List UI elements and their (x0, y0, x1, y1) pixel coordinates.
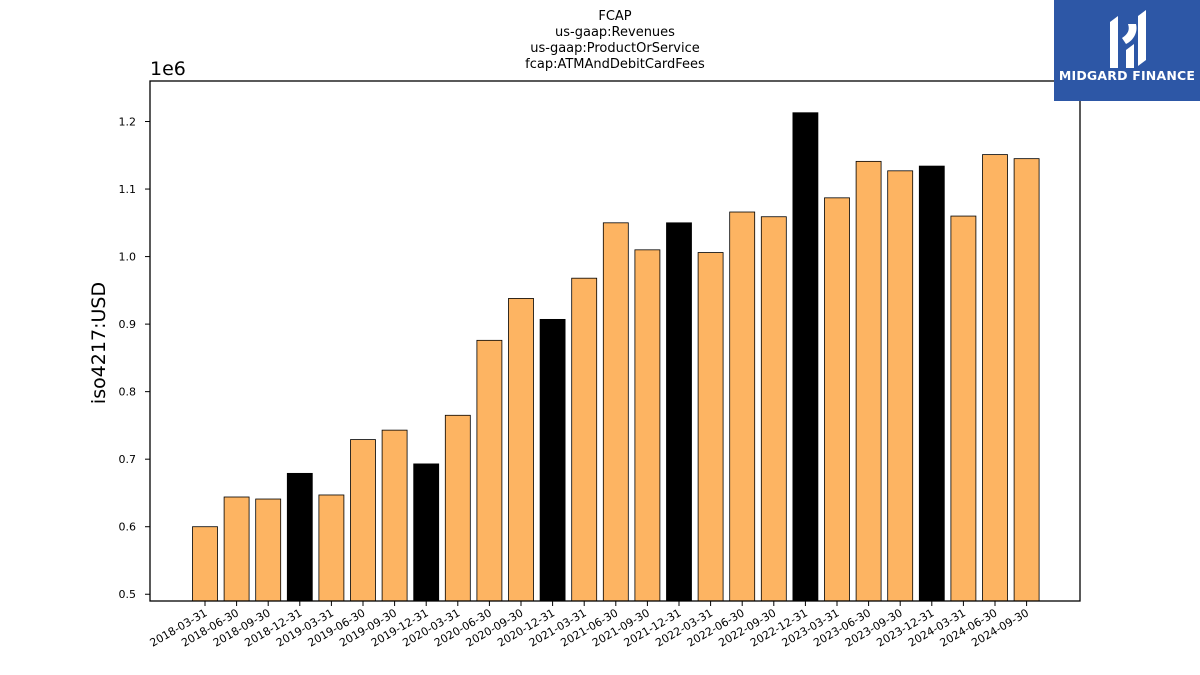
chart-title: FCAP us-gaap:Revenues us-gaap:ProductOrS… (525, 9, 705, 72)
chart-title-line-3: us-gaap:ProductOrService (530, 41, 700, 56)
bar-2024-09-30 (1013, 158, 1040, 602)
bar-2019-09-30 (381, 429, 408, 602)
y-tick-label: 1.2 (119, 116, 137, 129)
bar-2020-06-30 (476, 339, 503, 602)
bars (192, 112, 1040, 602)
bar-2019-06-30 (350, 439, 376, 602)
bar-2023-12-31 (918, 165, 945, 602)
bar-2022-03-31 (697, 252, 724, 602)
bar-2021-03-31 (571, 277, 598, 602)
bar-2023-06-30 (855, 160, 882, 602)
bar-2019-12-31 (413, 463, 440, 602)
y-tick-label: 0.6 (119, 521, 137, 534)
bar-2023-09-30 (887, 170, 914, 602)
bar-2020-03-31 (444, 414, 471, 602)
bar-2020-09-30 (508, 298, 534, 602)
y-tick-label: 0.7 (119, 453, 137, 466)
bar-2018-09-30 (255, 498, 282, 602)
bar-2018-12-31 (286, 472, 313, 602)
bar-2024-03-31 (950, 215, 977, 602)
bar-2021-12-31 (666, 222, 692, 602)
bar-2023-03-31 (824, 197, 850, 602)
bar-2020-12-31 (539, 318, 566, 602)
y-tick-label: 0.5 (119, 588, 137, 601)
bar-2021-06-30 (602, 222, 629, 602)
bar-2024-06-30 (982, 154, 1008, 602)
bar-2019-03-31 (318, 494, 345, 602)
midgard-finance-logo: MIDGARD FINANCE (1054, 0, 1200, 101)
chart-title-line-4: fcap:ATMAndDebitCardFees (525, 57, 705, 72)
plot-frame (149, 80, 1081, 602)
chart-title-line-2: us-gaap:Revenues (555, 25, 675, 40)
y-tick-label: 0.8 (119, 386, 137, 399)
y-tick-label: 1.0 (119, 251, 137, 264)
chart-title-line-1: FCAP (598, 9, 631, 24)
bar-2018-03-31 (192, 526, 218, 602)
midgard-logo-mark-icon (1110, 10, 1146, 68)
bar-2021-09-30 (634, 249, 661, 602)
bar-2022-12-31 (792, 112, 819, 602)
bar-2022-09-30 (760, 216, 787, 602)
y-axis-label: iso4217:USD (88, 282, 110, 404)
x-axis-ticks: 2018-03-312018-06-302018-09-302018-12-31… (148, 601, 1031, 650)
y-tick-label: 1.1 (119, 183, 137, 196)
y-tick-label: 0.9 (119, 318, 137, 331)
logo-text: MIDGARD FINANCE (1058, 68, 1196, 83)
y-axis-ticks: 0.5 0.6 0.7 0.8 0.9 1.0 1.1 1.2 (119, 116, 150, 601)
bar-2022-06-30 (729, 211, 756, 602)
y-offset-label: 1e6 (150, 58, 186, 80)
bar-2018-06-30 (223, 496, 250, 602)
